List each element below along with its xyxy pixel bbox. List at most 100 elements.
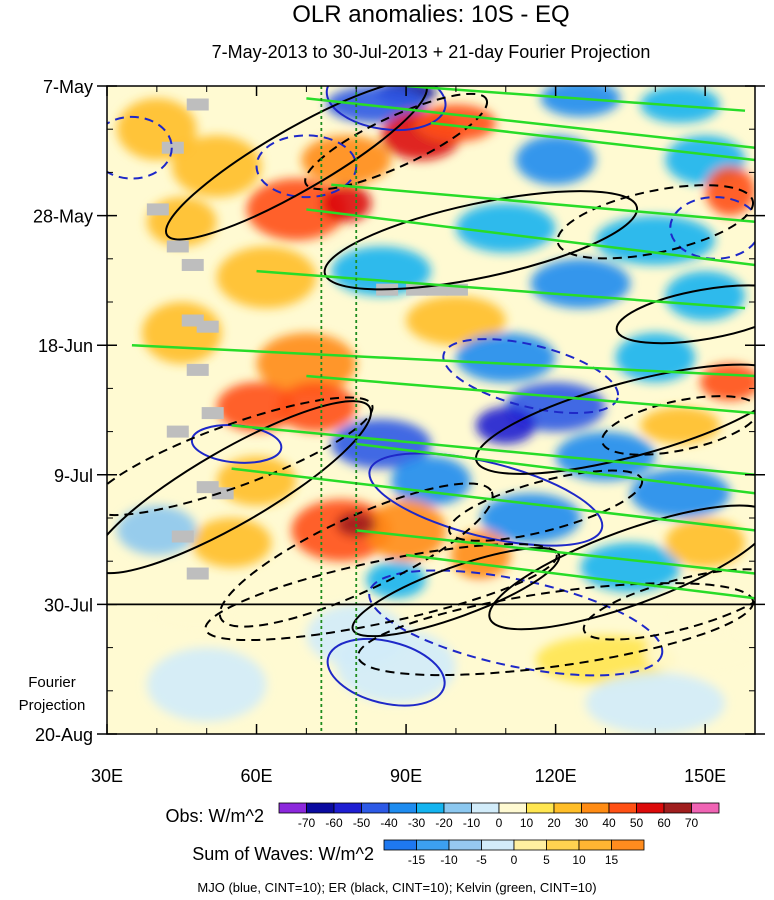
colorbar-swatch	[388, 802, 417, 814]
field-blob	[141, 302, 222, 364]
er-contour	[488, 504, 755, 631]
colorbar-tick-label: 20	[547, 816, 561, 830]
colorbar-tick-label: -60	[325, 816, 343, 830]
missing-data-cell	[196, 320, 219, 333]
er-contour	[218, 482, 494, 628]
x-tick-label: 60E	[241, 766, 273, 786]
kelvin-contour	[356, 442, 755, 495]
colorbar-swatch	[513, 839, 547, 851]
field-blob	[216, 246, 317, 309]
colorbar-swatch	[546, 839, 580, 851]
colorbar-tick-label: 50	[630, 816, 644, 830]
er-contour	[107, 400, 372, 575]
kelvin-contour	[306, 208, 755, 267]
field-blob	[535, 635, 676, 685]
colorbar-tick-label: 0	[496, 816, 503, 830]
field-blob	[391, 456, 471, 506]
colorbar-swatch	[581, 802, 610, 814]
missing-data-cell	[181, 258, 204, 271]
colorbar-swatch	[443, 802, 472, 814]
field-blob	[336, 629, 456, 704]
colorbar-swatch	[278, 802, 307, 814]
y-tick-label: 20-Aug	[35, 725, 93, 745]
y-tick-label: 9-Jul	[54, 466, 93, 486]
mjo-contour	[326, 638, 446, 707]
colorbar-swatch	[416, 802, 445, 814]
colorbar-swatch	[526, 802, 555, 814]
colorbar-swatch	[608, 802, 637, 814]
mjo-contours	[107, 86, 755, 707]
missing-data-cell	[146, 203, 169, 216]
colorbar-swatch	[691, 802, 720, 814]
x-tick-label: 30E	[91, 766, 123, 786]
kelvin-contour	[405, 553, 755, 600]
kelvin-contour	[256, 269, 746, 310]
colorbar-tick-label: -50	[353, 816, 371, 830]
field-blob	[515, 135, 596, 185]
field-blob	[640, 86, 721, 124]
missing-data-cell	[171, 530, 194, 543]
colorbar-swatch	[663, 802, 692, 814]
er-contour	[475, 363, 755, 475]
field-blob	[366, 499, 446, 562]
missing-data-cell	[186, 98, 209, 111]
x-tick-label: 150E	[684, 766, 726, 786]
colorbar-swatch	[306, 802, 335, 814]
field-blob	[331, 419, 431, 469]
missing-data-cell	[166, 240, 189, 253]
field-blob	[146, 647, 267, 722]
y-tick-label: 30-Jul	[44, 595, 93, 615]
mjo-contour	[325, 86, 447, 132]
kelvin-contour	[356, 529, 755, 575]
colorbar-swatch	[333, 802, 362, 814]
waves-colorbar-label: Sum of Waves: W/m^2	[192, 844, 374, 864]
missing-data-cell	[186, 363, 209, 376]
field-blob	[216, 382, 297, 432]
field-blob	[530, 258, 631, 309]
colorbar-swatch	[361, 802, 390, 814]
colorbar-swatch	[578, 839, 612, 851]
field-blob	[640, 406, 721, 444]
field-blob	[191, 518, 272, 568]
wave-legend-text: MJO (blue, CINT=10); ER (black, CINT=10)…	[197, 880, 596, 895]
missing-data-cell	[186, 567, 209, 580]
field-blob	[171, 135, 262, 198]
colorbar-swatch	[611, 839, 645, 851]
colorbar-tick-label: -10	[440, 853, 458, 867]
er-contour	[351, 546, 561, 638]
colorbar-swatch	[553, 802, 582, 814]
mjo-contour	[368, 569, 664, 677]
colorbar-swatch	[416, 839, 450, 851]
colorbar-tick-label: -40	[380, 816, 398, 830]
colorbar-swatch	[471, 802, 500, 814]
kelvin-contour	[405, 86, 746, 112]
er-contour	[323, 190, 639, 291]
field-blob	[630, 468, 731, 518]
reference-lines	[107, 86, 755, 734]
field-blob	[705, 166, 755, 216]
er-contour	[601, 395, 755, 456]
mjo-contour	[107, 115, 173, 180]
colorbar-tick-label: 10	[520, 816, 534, 830]
field-blob	[665, 271, 746, 321]
field-blob	[580, 542, 681, 593]
field-blob	[326, 86, 427, 124]
waves-colorbar: -15 -10 -5 0 5 10 15	[383, 839, 645, 867]
colorbar-swatch	[383, 839, 417, 851]
kelvin-contour	[231, 467, 755, 532]
plot-frame	[106, 85, 756, 735]
colorbar-swatch	[636, 802, 665, 814]
field-blob	[645, 629, 755, 679]
x-axis: 30E 60E 90E 120E 150E	[91, 86, 726, 786]
field-blob	[540, 86, 621, 117]
y-tick-label: 7-May	[43, 77, 93, 97]
field-blob	[301, 135, 392, 185]
er-contour	[164, 86, 428, 241]
er-contour	[107, 396, 374, 517]
kelvin-contour	[231, 424, 755, 477]
field-blob	[700, 363, 755, 401]
colorbar-tick-label: 0	[511, 853, 518, 867]
er-contour	[615, 284, 755, 345]
colorbar-tick-label: 70	[685, 816, 699, 830]
y-tick-label: 28-May	[33, 207, 93, 227]
